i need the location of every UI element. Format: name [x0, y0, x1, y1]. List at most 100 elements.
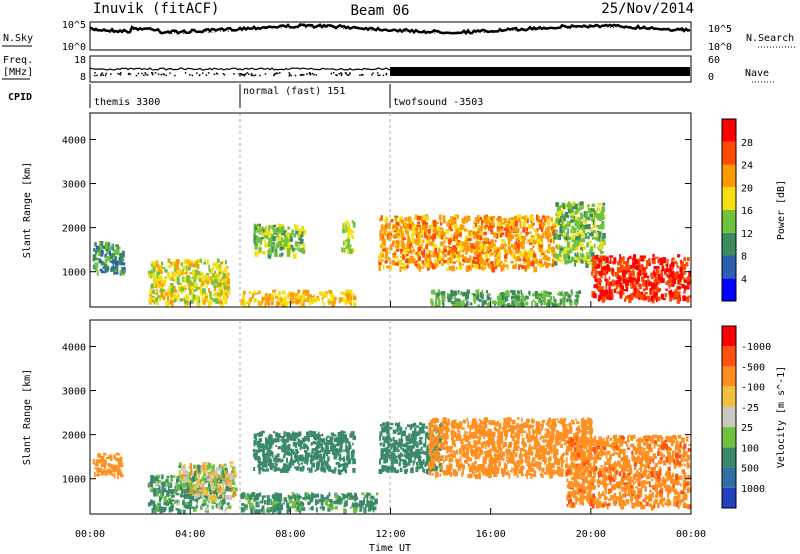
echo-cell: [612, 262, 616, 265]
echo-cell: [350, 431, 355, 436]
echo-cell: [474, 217, 479, 223]
echo-cell: [620, 286, 623, 290]
echo-cell: [267, 241, 271, 245]
echo-cell: [182, 276, 184, 283]
echo-cell: [455, 238, 458, 244]
echo-cell: [346, 455, 350, 461]
echo-cell: [575, 208, 578, 214]
echo-cell: [483, 225, 487, 230]
echo-cell: [507, 303, 510, 307]
echo-cell: [183, 494, 188, 499]
echo-cell: [349, 298, 352, 305]
echo-cell: [424, 257, 427, 262]
echo-cell: [558, 257, 561, 260]
echo-cell: [292, 435, 297, 442]
echo-cell: [292, 460, 295, 466]
echo-cell: [680, 262, 684, 268]
echo-cell: [301, 437, 305, 443]
echo-cell: [645, 285, 647, 290]
echo-cell: [274, 439, 277, 443]
echo-cell: [348, 458, 352, 464]
echo-cell: [556, 215, 560, 220]
echo-cell: [290, 455, 293, 460]
echo-cell: [657, 266, 660, 270]
echo-cell: [332, 434, 337, 437]
echo-cell: [157, 261, 159, 265]
echo-cell: [453, 294, 456, 301]
echo-cell: [640, 276, 645, 282]
echo-cell: [201, 493, 204, 498]
echo-cell: [538, 240, 542, 245]
echo-cell: [337, 431, 341, 438]
echo-cell: [441, 231, 445, 236]
echo-cell: [385, 250, 389, 255]
echo-cell: [379, 459, 381, 465]
nave-dot: [379, 74, 381, 76]
nave-dot: [372, 72, 374, 74]
echo-cell: [515, 249, 518, 254]
echo-cell: [415, 230, 419, 236]
sky-left-tick-top: 10^5: [62, 20, 86, 31]
echo-cell: [461, 218, 465, 224]
echo-cell: [218, 295, 221, 301]
echo-cell: [384, 260, 388, 264]
echo-cell: [489, 229, 493, 232]
echo-cell: [599, 216, 602, 221]
nave-dot: [137, 72, 140, 75]
echo-cell: [596, 286, 600, 290]
echo-cell: [562, 247, 565, 250]
echo-cell: [368, 508, 372, 512]
echo-cell: [469, 263, 473, 268]
echo-cell: [594, 276, 597, 282]
echo-cell: [504, 223, 509, 230]
echo-cell: [593, 221, 596, 227]
echo-cell: [366, 501, 370, 507]
echo-cell: [341, 297, 345, 302]
echo-cell: [520, 295, 524, 298]
echo-cell: [206, 298, 208, 303]
echo-cell: [591, 203, 596, 207]
echo-cell: [486, 303, 491, 307]
echo-cell: [447, 257, 452, 261]
echo-cell: [464, 241, 467, 248]
cpid-segment-1: normal (fast) 151: [243, 86, 345, 97]
echo-cell: [276, 243, 278, 249]
echo-cell: [679, 273, 682, 279]
echo-cell: [258, 447, 261, 453]
echo-cell: [671, 261, 675, 267]
echo-cell: [290, 495, 293, 500]
echo-cell: [579, 233, 582, 237]
echo-cell: [147, 502, 151, 507]
echo-cell: [104, 270, 107, 274]
echo-cell: [408, 249, 412, 254]
echo-cell: [182, 474, 187, 479]
echo-cell: [110, 268, 112, 272]
echo-cell: [116, 469, 120, 475]
echo-cell: [524, 265, 527, 272]
echo-cell: [474, 223, 477, 228]
echo-cell: [444, 239, 446, 244]
echo-cell: [676, 292, 679, 298]
echo-cell: [405, 468, 409, 472]
echo-cell: [221, 271, 224, 275]
echo-cell: [428, 235, 431, 241]
echo-cell: [152, 261, 157, 267]
echo-cell: [676, 286, 678, 291]
echo-cell: [283, 497, 287, 502]
echo-cell: [510, 296, 514, 300]
echo-cell: [650, 295, 654, 302]
echo-cell: [542, 232, 545, 239]
echo-cell: [195, 295, 199, 301]
echo-cell: [616, 284, 620, 288]
echo-cell: [614, 272, 619, 277]
echo-cell: [415, 432, 418, 437]
echo-cell: [161, 481, 166, 488]
echo-cell: [334, 493, 338, 499]
echo-cell: [477, 215, 479, 220]
echo-cell: [681, 283, 685, 289]
echo-cell: [258, 469, 261, 475]
echo-cell: [149, 488, 153, 492]
echo-cell: [421, 230, 424, 236]
echo-cell: [117, 260, 121, 266]
echo-cell: [679, 281, 682, 285]
